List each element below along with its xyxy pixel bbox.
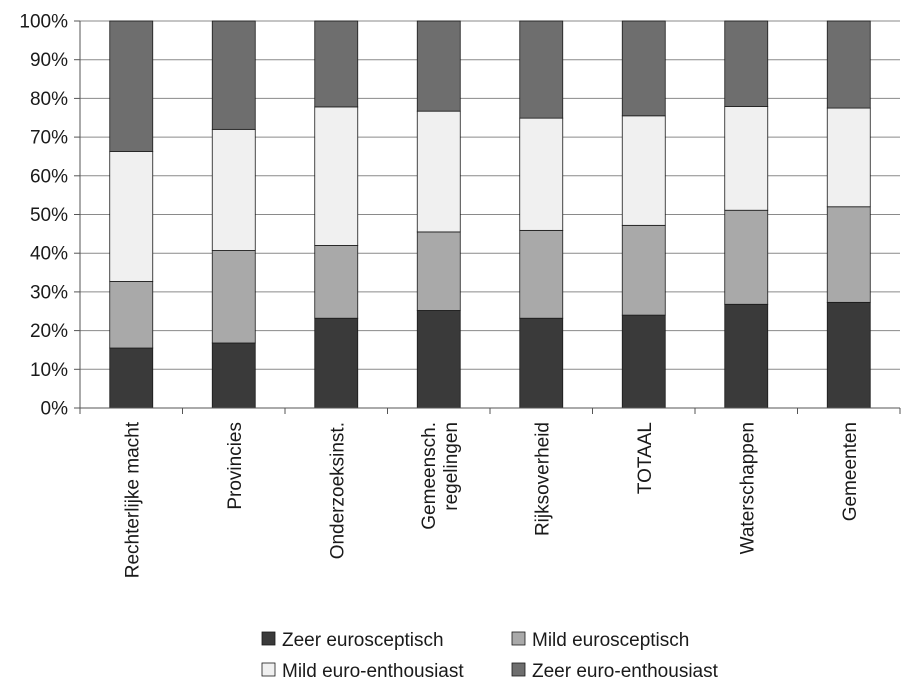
legend-swatch bbox=[511, 662, 526, 677]
y-tick-label: 90% bbox=[30, 50, 68, 71]
y-tick-label: 10% bbox=[30, 360, 68, 381]
y-tick-label: 100% bbox=[19, 12, 68, 33]
bar-segment-2-1 bbox=[211, 342, 256, 409]
bar-segment-3-3 bbox=[314, 106, 359, 246]
bar-segment-2-2 bbox=[211, 250, 256, 344]
gridlines bbox=[80, 20, 900, 370]
bar-segment-4-4 bbox=[416, 20, 461, 112]
x-category-label: TOTAAL bbox=[635, 422, 656, 494]
legend-label: Zeer euro-enthousiast bbox=[532, 661, 719, 682]
x-category-label: Waterschappen bbox=[737, 422, 758, 554]
bar-segment-1-1 bbox=[109, 347, 154, 409]
x-category-label: Rijksoverheid bbox=[532, 422, 553, 536]
y-tick-label: 60% bbox=[30, 166, 68, 187]
bar-segment-4-3 bbox=[416, 110, 461, 233]
x-category-label: Provincies bbox=[225, 422, 246, 510]
bar-segment-5-4 bbox=[519, 20, 564, 119]
bar-segment-8-3 bbox=[826, 107, 871, 208]
bar-segment-1-2 bbox=[109, 281, 154, 349]
x-category-label: regelingen bbox=[441, 422, 462, 511]
bar-segment-6-2 bbox=[621, 224, 666, 316]
bar-segment-7-1 bbox=[724, 303, 769, 409]
bar-segment-3-4 bbox=[314, 20, 359, 108]
y-axis-tick-labels: 0% 10% 20% 30% 40% 50% 60% 70% 80% 90% 100% bbox=[19, 12, 68, 420]
bar-segment-5-3 bbox=[519, 117, 564, 231]
legend-swatch bbox=[261, 631, 276, 646]
bar-segment-7-4 bbox=[724, 20, 769, 107]
y-tick-label: 20% bbox=[30, 321, 68, 342]
y-tick-label: 30% bbox=[30, 282, 68, 303]
bar-segment-6-3 bbox=[621, 115, 666, 226]
bar-segment-4-2 bbox=[416, 231, 461, 311]
bar-segment-2-4 bbox=[211, 20, 256, 130]
bar-stacks bbox=[109, 20, 871, 409]
bar-segment-6-4 bbox=[621, 20, 666, 117]
bar-segment-7-2 bbox=[724, 209, 769, 305]
bar-segment-2-3 bbox=[211, 128, 256, 251]
x-category-label: Rechterlijke macht bbox=[122, 421, 143, 578]
axes bbox=[74, 20, 901, 414]
bar-segment-1-3 bbox=[109, 151, 154, 282]
x-category-label: Gemeenten bbox=[840, 422, 861, 521]
y-tick-label: 80% bbox=[30, 89, 68, 110]
x-category-label: Gemeensch. bbox=[419, 422, 440, 530]
legend-label: Mild euro-enthousiast bbox=[282, 661, 464, 682]
bar-segment-5-1 bbox=[519, 317, 564, 409]
y-tick-label: 50% bbox=[30, 205, 68, 226]
bar-segment-1-4 bbox=[109, 20, 154, 152]
legend-label: Zeer eurosceptisch bbox=[282, 630, 444, 651]
bar-segment-8-2 bbox=[826, 206, 871, 303]
x-category-label: Onderzoeksinst. bbox=[327, 422, 348, 559]
y-tick-label: 0% bbox=[41, 399, 69, 420]
bar-segment-3-2 bbox=[314, 245, 359, 319]
legend-label: Mild eurosceptisch bbox=[532, 630, 689, 651]
y-tick-label: 40% bbox=[30, 244, 68, 265]
bar-segment-4-1 bbox=[416, 310, 461, 409]
bar-segment-6-1 bbox=[621, 314, 666, 409]
y-tick-label: 70% bbox=[30, 128, 68, 149]
legend-swatch bbox=[261, 662, 276, 677]
legend-swatch bbox=[511, 631, 526, 646]
bar-segment-7-3 bbox=[724, 106, 769, 211]
bar-segment-8-4 bbox=[826, 20, 871, 109]
x-axis-category-labels: Rechterlijke macht Provincies Onderzoeksin… bbox=[122, 421, 861, 578]
legend: Zeer eurosceptisch Mild eurosceptisch Mild… bbox=[261, 630, 719, 682]
bar-segment-3-1 bbox=[314, 317, 359, 409]
bar-segment-8-1 bbox=[826, 301, 871, 409]
bar-segment-5-2 bbox=[519, 229, 564, 319]
